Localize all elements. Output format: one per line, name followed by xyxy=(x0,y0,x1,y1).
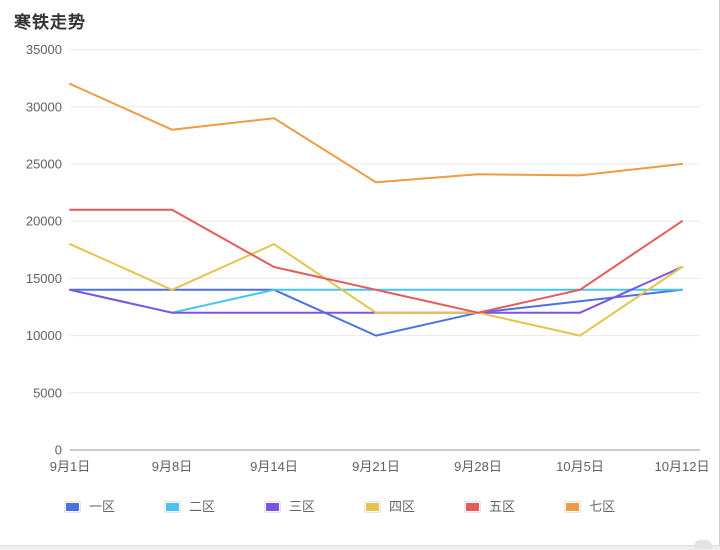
series-line-4 xyxy=(69,243,683,337)
x-axis-label: 9月8日 xyxy=(152,459,192,474)
chart-title: 寒铁走势 xyxy=(14,13,86,32)
legend-swatch-icon xyxy=(264,500,282,513)
legend-item-3[interactable]: 三区 xyxy=(264,500,315,513)
legend-swatch-icon xyxy=(164,500,182,513)
legend-swatch-icon xyxy=(64,500,81,513)
y-axis-label: 15000 xyxy=(26,271,62,286)
legend-label: 三区 xyxy=(289,499,316,514)
legend-item-4[interactable]: 四区 xyxy=(364,500,415,513)
legend-swatch-icon xyxy=(564,500,582,513)
y-axis-label: 20000 xyxy=(26,214,62,229)
legend-swatch-icon xyxy=(464,500,482,513)
legend-label: 二区 xyxy=(189,499,216,514)
legend-item-1[interactable]: 一区 xyxy=(64,500,115,513)
legend-swatch-icon xyxy=(364,500,382,513)
chart-legend: 一区 二区 三区 四区 五区 七区 xyxy=(64,500,615,513)
legend-item-2[interactable]: 二区 xyxy=(164,500,215,513)
x-axis-label: 10月12日 xyxy=(655,459,710,474)
line-chart-canvas: 0 5000 10000 15000 20000 25000 30000 35000 9月1日 9… xyxy=(26,42,710,474)
y-axis-label: 10000 xyxy=(26,328,62,343)
y-axis-label: 5000 xyxy=(33,385,62,400)
x-axis-label: 9月21日 xyxy=(352,459,400,474)
scrollbar-thumb[interactable] xyxy=(694,540,712,549)
y-axis-label: 30000 xyxy=(26,99,62,114)
window-bottom-scrollbar[interactable] xyxy=(0,540,720,550)
legend-item-6[interactable]: 七区 xyxy=(564,500,615,513)
x-axis-label: 10月5日 xyxy=(556,459,604,474)
series-line-6 xyxy=(69,82,683,184)
series-line-2 xyxy=(69,288,683,314)
y-axis-label: 25000 xyxy=(26,157,62,172)
x-axis-label: 9月1日 xyxy=(50,459,90,474)
x-axis-label: 9月14日 xyxy=(250,459,298,474)
y-axis-label: 35000 xyxy=(26,42,62,57)
legend-label: 一区 xyxy=(89,499,116,514)
legend-label: 五区 xyxy=(489,499,516,514)
y-axis-label: 0 xyxy=(55,443,62,458)
series-line-5 xyxy=(69,208,683,314)
legend-label: 七区 xyxy=(589,499,616,514)
x-axis-label: 9月28日 xyxy=(454,459,502,474)
legend-item-5[interactable]: 五区 xyxy=(464,500,515,513)
legend-label: 四区 xyxy=(389,499,416,514)
